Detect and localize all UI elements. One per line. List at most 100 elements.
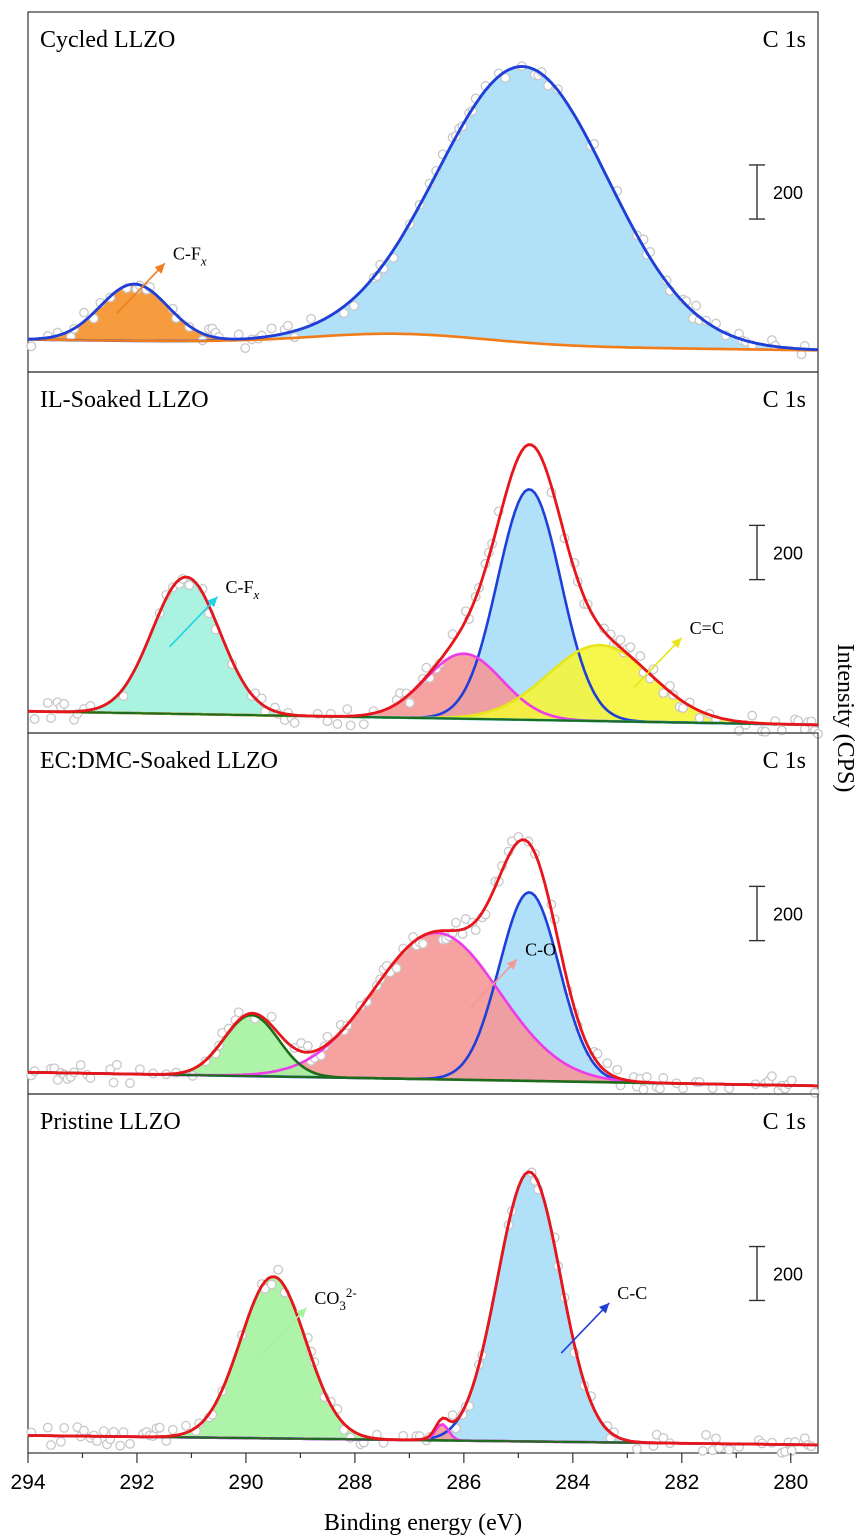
data-point xyxy=(632,1443,642,1454)
data-point xyxy=(59,698,70,709)
panel-2: IL-Soaked LLZO C 1s 200 C-Fx C=C xyxy=(27,371,823,739)
data-point xyxy=(391,963,402,974)
peak-fill-c-o xyxy=(28,932,818,1086)
data-point xyxy=(786,1075,797,1086)
x-tick-label: 290 xyxy=(228,1471,263,1494)
x-tick-label: 292 xyxy=(119,1471,154,1494)
x-tick-label: 282 xyxy=(664,1471,699,1494)
envelope-curve xyxy=(27,65,819,352)
data-point xyxy=(691,300,702,311)
data-point xyxy=(760,726,771,737)
data-point xyxy=(55,1436,66,1447)
arrow-head xyxy=(506,959,518,970)
data-point xyxy=(46,713,56,723)
data-point xyxy=(345,720,356,731)
data-point xyxy=(134,1064,145,1075)
data-point xyxy=(678,703,688,713)
data-point xyxy=(302,1041,313,1051)
data-point xyxy=(118,691,129,702)
scale-bar-label: 200 xyxy=(773,183,803,203)
core-level-label: C 1s xyxy=(763,27,806,53)
core-level-label: C 1s xyxy=(763,1109,806,1135)
data-point xyxy=(266,323,277,334)
core-level-label: C 1s xyxy=(763,748,806,774)
data-point xyxy=(694,713,705,723)
data-point xyxy=(154,1422,165,1433)
data-point xyxy=(266,1011,277,1022)
data-point xyxy=(625,642,636,653)
data-point xyxy=(348,300,359,311)
data-point xyxy=(658,688,669,699)
arrow-head xyxy=(598,1303,610,1314)
peak-curve-c-c xyxy=(28,1170,818,1447)
scale-bar-label: 200 xyxy=(773,905,803,925)
data-point xyxy=(641,1072,652,1082)
peak-annotation: C=C xyxy=(690,618,724,638)
data-point xyxy=(506,836,517,847)
data-point xyxy=(108,1077,119,1088)
data-point xyxy=(184,580,195,591)
data-point xyxy=(289,717,300,728)
background-line xyxy=(27,332,819,352)
data-point xyxy=(404,697,415,708)
data-point xyxy=(809,1087,820,1098)
data-point xyxy=(450,917,461,928)
x-tick-label: 294 xyxy=(10,1471,45,1494)
peak-fill-c-o xyxy=(28,653,818,725)
data-point xyxy=(658,1073,669,1083)
envelope-curve xyxy=(28,443,818,727)
data-point xyxy=(266,1279,277,1290)
panel-label: EC:DMC-Soaked LLZO xyxy=(40,748,278,774)
data-point xyxy=(26,341,37,352)
annotation-arrow xyxy=(257,1307,307,1359)
scale-bar-label: 200 xyxy=(773,544,803,564)
annotation-arrow xyxy=(560,1302,610,1354)
data-point xyxy=(339,308,349,319)
x-tick-label: 286 xyxy=(446,1471,481,1494)
data-point xyxy=(678,1083,688,1094)
peak-fill-c=c xyxy=(28,645,818,725)
data-point xyxy=(29,714,40,724)
data-point xyxy=(125,1078,135,1089)
annotation-arrow xyxy=(633,637,683,689)
data-point xyxy=(233,1007,244,1018)
data-point xyxy=(711,1433,721,1444)
peak-annotation: CO32- xyxy=(314,1285,356,1313)
data-point xyxy=(75,1060,86,1071)
data-point xyxy=(635,651,646,662)
y-axis-title: Intensity (CPS) xyxy=(832,644,858,793)
data-point xyxy=(42,1422,53,1433)
data-point xyxy=(648,664,659,675)
peak-fill-co3 xyxy=(28,1015,818,1086)
panel-frame xyxy=(27,1093,819,1454)
data-point xyxy=(615,634,626,645)
data-point xyxy=(108,1426,119,1437)
data-point xyxy=(697,1445,708,1456)
data-point xyxy=(421,662,432,673)
peak-annotation: C-O xyxy=(525,939,556,959)
panel-1: Cycled LLZO C 1s 200 C-Fx xyxy=(26,11,819,373)
data-point xyxy=(306,313,317,324)
data-point xyxy=(111,1059,122,1070)
data-point xyxy=(612,1064,623,1075)
x-tick-label: 284 xyxy=(555,1471,590,1494)
annotation-arrow xyxy=(116,262,166,314)
data-point xyxy=(283,320,293,331)
data-point xyxy=(322,1031,333,1042)
data-point xyxy=(59,1422,70,1433)
annotation-arrow xyxy=(468,958,518,1010)
data-point xyxy=(98,1426,109,1437)
arrow-head xyxy=(296,1307,307,1319)
core-level-label: C 1s xyxy=(763,387,806,413)
panel-3: EC:DMC-Soaked LLZO C 1s 200 C-O xyxy=(26,732,820,1098)
annotation-arrow xyxy=(168,596,219,648)
data-point xyxy=(42,697,53,708)
peak-fill-c-c xyxy=(28,1171,818,1445)
peak-annotation: C-Fx xyxy=(173,243,207,268)
panels: Cycled LLZO C 1s 200 C-Fx IL-Soaked LLZO C 1s… xyxy=(26,11,823,1458)
data-point xyxy=(273,1264,284,1275)
data-point xyxy=(125,1438,135,1449)
arrow-head xyxy=(154,263,165,274)
data-point xyxy=(766,1071,777,1082)
